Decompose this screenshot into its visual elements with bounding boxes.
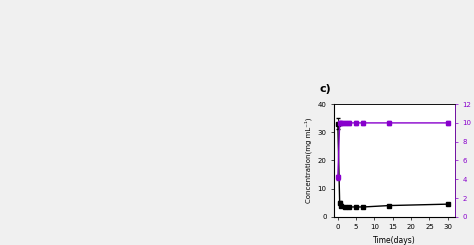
- X-axis label: Time(days): Time(days): [373, 236, 416, 245]
- Text: c): c): [320, 84, 332, 94]
- Y-axis label: Concentration(mg mL⁻¹): Concentration(mg mL⁻¹): [304, 118, 312, 203]
